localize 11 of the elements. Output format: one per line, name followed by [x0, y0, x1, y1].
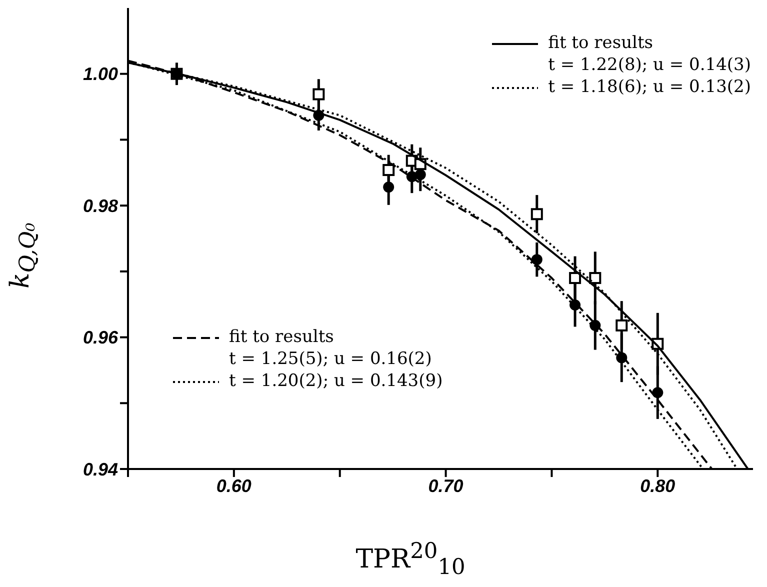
legend-label: t = 1.18(6); u = 0.13(2)	[548, 76, 751, 98]
y-tick-label: 1.00	[82, 64, 118, 84]
y-tick-label: 0.96	[82, 328, 119, 348]
legend-label: fit to results t = 1.22(8); u = 0.14(3)	[548, 32, 751, 76]
y-tick-label: 0.98	[82, 196, 118, 216]
x-tick-label: 0.70	[428, 476, 464, 496]
legend-label: t = 1.20(2); u = 0.143(9)	[229, 370, 443, 392]
y-tick-label: 0.94	[82, 459, 118, 480]
x-tick-label: 0.60	[216, 476, 252, 496]
x-tick-label: 0.80	[640, 476, 676, 496]
legend-label: fit to results t = 1.25(5); u = 0.16(2)	[229, 326, 432, 370]
